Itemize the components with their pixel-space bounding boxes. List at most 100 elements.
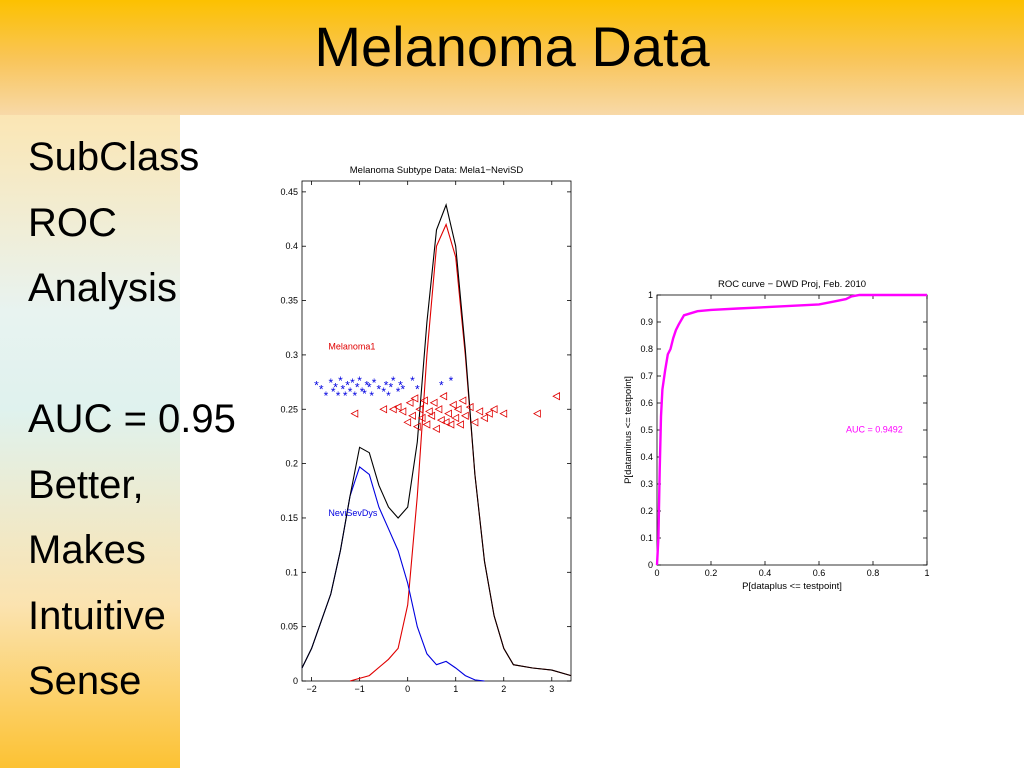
star-point: * — [396, 385, 401, 399]
y-tick-label: 0.6 — [640, 398, 653, 408]
y-tick-label: 0.4 — [285, 241, 298, 251]
star-point: * — [439, 378, 444, 392]
star-point: * — [381, 385, 386, 399]
star-point: * — [369, 389, 374, 403]
triangle-point — [439, 392, 448, 401]
y-tick-label: 0 — [293, 676, 298, 686]
star-point: * — [391, 374, 396, 388]
bullet-line: Analysis — [28, 266, 177, 310]
star-point: * — [384, 378, 389, 392]
x-tick-label: 0 — [405, 684, 410, 694]
triangle-point — [429, 398, 438, 407]
y-tick-label: 0.35 — [280, 296, 298, 306]
triangle-point — [446, 420, 455, 429]
star-point: * — [372, 376, 377, 390]
y-tick-label: 0.5 — [640, 425, 653, 435]
star-point: * — [331, 385, 336, 399]
bullet-line: Makes — [28, 528, 146, 572]
y-tick-label: 0.05 — [280, 622, 298, 632]
triangle-point — [398, 407, 407, 416]
triangle-point — [475, 407, 484, 416]
y-tick-label: 0.7 — [640, 371, 653, 381]
star-point: * — [367, 381, 372, 395]
triangle-point — [408, 411, 416, 420]
bullet-line: SubClass — [28, 135, 200, 179]
bullet-line: ROC — [28, 200, 117, 245]
star-point: * — [365, 378, 370, 392]
triangle-point — [489, 405, 498, 414]
y-tick-label: 0.25 — [280, 404, 298, 414]
triangle-point — [410, 394, 419, 403]
bullet-line: Better, — [28, 462, 144, 507]
y-tick-label: 0.3 — [640, 479, 653, 489]
star-point: * — [398, 378, 403, 392]
star-point: * — [345, 378, 350, 392]
x-tick-label: 1 — [453, 684, 458, 694]
triangle-point — [420, 396, 428, 405]
triangle-point — [448, 400, 457, 410]
star-point: * — [319, 383, 324, 397]
star-point: * — [348, 385, 353, 399]
triangle-point — [460, 411, 469, 420]
star-point: * — [340, 383, 345, 397]
triangle-point — [388, 405, 397, 414]
star-point: * — [328, 376, 333, 390]
triangle-point — [432, 424, 440, 433]
star-point: * — [415, 383, 420, 397]
triangle-point — [417, 413, 426, 423]
triangle-point — [499, 409, 508, 418]
triangle-point — [533, 409, 541, 418]
triangle-point — [422, 420, 431, 429]
triangle-point — [441, 418, 450, 427]
x-tick-label: −2 — [306, 684, 316, 694]
star-point: * — [314, 378, 319, 392]
bullet-line: Intuitive — [28, 593, 166, 638]
bullet-line — [28, 322, 236, 388]
x-tick-label: 0.2 — [705, 568, 718, 578]
y-tick-label: 0.1 — [285, 567, 298, 577]
series-line-roc — [655, 293, 927, 566]
triangle-point — [415, 405, 424, 414]
plot-frame — [656, 294, 928, 566]
y-tick-label: 0.2 — [285, 459, 298, 469]
chart-annotation: Melanoma1 — [328, 341, 375, 351]
star-point: * — [324, 389, 329, 403]
triangle-point — [436, 415, 445, 425]
triangle-point — [434, 405, 443, 414]
triangle-point — [480, 413, 488, 423]
triangle-point — [465, 402, 474, 412]
x-tick-label: 0.4 — [759, 568, 772, 578]
y-tick-label: 0.45 — [280, 187, 298, 197]
triangle-point — [451, 413, 460, 423]
y-tick-label: 0.8 — [640, 344, 653, 354]
plot-frame — [301, 180, 572, 682]
x-tick-label: 0.6 — [813, 568, 826, 578]
x-tick-label: 2 — [501, 684, 506, 694]
star-point: * — [353, 389, 358, 403]
triangle-point — [393, 402, 402, 412]
triangle-point — [444, 409, 452, 418]
chart-title: Melanoma Subtype Data: Mela1−NeviSD — [350, 165, 524, 176]
y-tick-label: 0.2 — [640, 506, 653, 516]
x-tick-label: 3 — [549, 684, 554, 694]
chart-title: ROC curve − DWD Proj, Feb. 2010 — [718, 279, 866, 290]
x-tick-label: 0 — [654, 568, 659, 578]
y-tick-label: 1 — [648, 290, 653, 300]
bullet-line: Sense — [28, 659, 142, 703]
bullet-list: SubClass ROC Analysis AUC = 0.95 Better,… — [28, 125, 236, 715]
triangle-point — [453, 405, 462, 414]
x-tick-label: −1 — [355, 684, 365, 694]
star-point: * — [350, 376, 355, 390]
star-point: * — [401, 383, 406, 397]
triangle-point — [424, 407, 433, 416]
star-point: * — [336, 389, 341, 403]
x-axis-label: P[dataplus <= testpoint] — [742, 581, 842, 592]
x-tick-label: 1 — [924, 568, 929, 578]
chart-annotation: AUC = 0.9492 — [846, 425, 903, 435]
triangle-point — [427, 411, 436, 420]
star-point: * — [355, 381, 360, 395]
triangle-point — [484, 409, 493, 418]
series-line-total — [301, 203, 572, 677]
star-point: * — [338, 374, 343, 388]
star-point: * — [389, 381, 394, 395]
